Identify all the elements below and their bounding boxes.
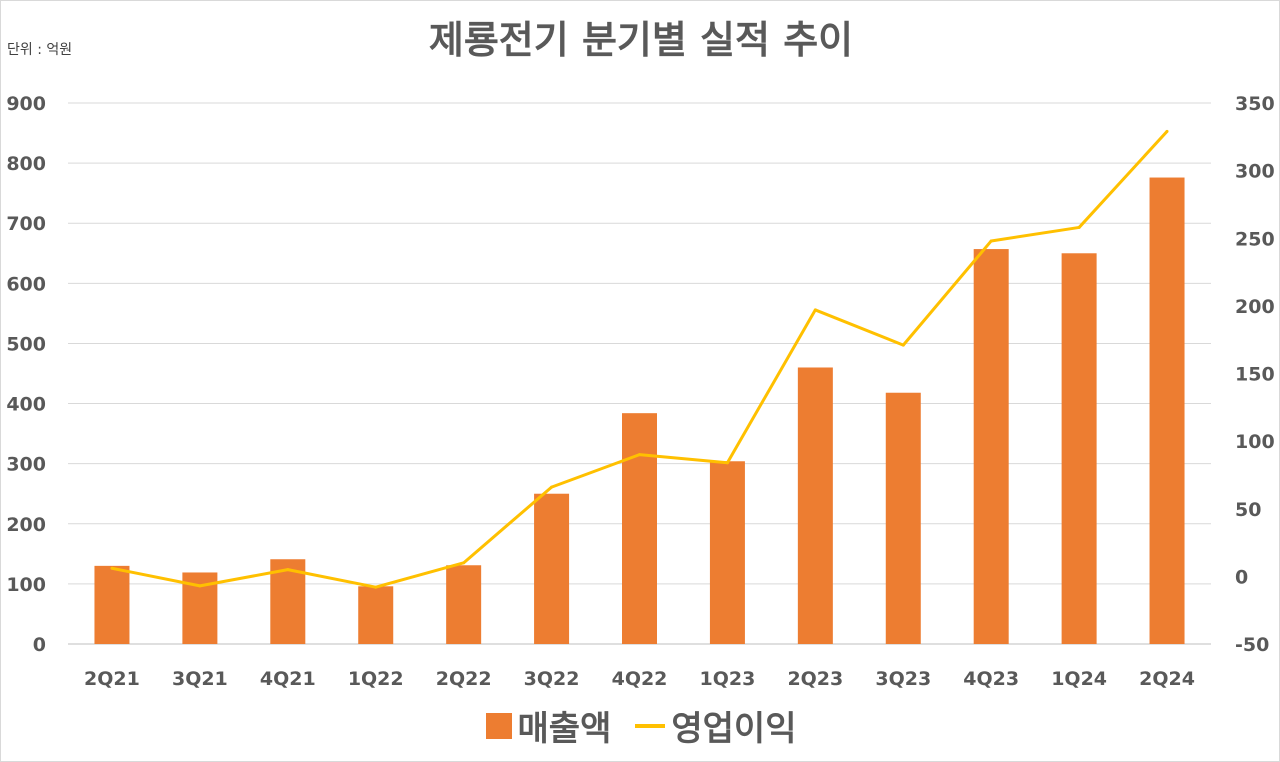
x-tick-label: 1Q22 (348, 668, 404, 690)
y-right-tick-label: 200 (1235, 296, 1275, 318)
y-left-tick-label: 0 (33, 634, 46, 656)
line-point (813, 308, 817, 312)
line-point (374, 585, 378, 589)
x-tick-label: 2Q21 (84, 668, 140, 690)
y-left-tick-label: 400 (6, 394, 46, 416)
y-right-tick-label: 250 (1235, 228, 1275, 250)
y-left-tick-label: 600 (6, 273, 46, 295)
x-tick-label: 1Q24 (1051, 668, 1107, 690)
y-left-tick-label: 500 (6, 333, 46, 355)
line-point (286, 568, 290, 572)
line-point (638, 453, 641, 457)
line-point (110, 566, 114, 570)
bar (446, 565, 482, 644)
line-point (989, 239, 993, 243)
y-right-tick-label: 150 (1235, 364, 1275, 386)
y-right-tick-label: 50 (1235, 499, 1261, 521)
y-right-tick-label: 100 (1235, 431, 1275, 453)
x-tick-label: 1Q23 (700, 668, 756, 690)
legend-label-operating-profit: 영업이익 (671, 709, 797, 749)
y-right-tick-label: 0 (1235, 566, 1248, 588)
y-right-tick-label: 350 (1235, 93, 1275, 115)
x-axis: 2Q21 3Q21 4Q21 1Q22 2Q22 3Q22 4Q22 1Q23 2Q23 3Q23… (84, 668, 1195, 690)
bar (709, 461, 745, 644)
legend-item-operating-profit: 영업이익 (635, 701, 796, 750)
y-left-tick-label: 100 (6, 574, 46, 596)
x-tick-label: 2Q22 (436, 668, 492, 690)
line-point (725, 461, 729, 465)
line-point (198, 584, 202, 588)
line-series (110, 129, 1169, 589)
y-left-tick-label: 200 (6, 514, 46, 536)
x-tick-label: 4Q21 (260, 668, 316, 690)
x-tick-label: 4Q22 (612, 668, 668, 690)
line-point (1165, 129, 1169, 133)
bar (885, 392, 921, 644)
line-point (462, 561, 466, 565)
legend-label-revenue: 매출액 (517, 709, 612, 749)
y-left-tick-label: 300 (6, 454, 46, 476)
x-tick-label: 2Q24 (1139, 668, 1195, 690)
y-right-tick-label: 300 (1235, 161, 1275, 183)
unit-label: 단위 : 억원 (7, 42, 73, 58)
chart-plot: 0 100 200 300 400 500 600 700 800 900 -50 0 50 100 15… (6, 93, 1275, 690)
legend-bar-swatch (485, 712, 512, 739)
y-right-tick-label: -50 (1235, 634, 1269, 656)
x-tick-label: 3Q23 (875, 668, 931, 690)
x-tick-label: 2Q23 (787, 668, 843, 690)
chart-title: 제룡전기 분기별 실적 추이 (428, 18, 854, 62)
line-point (1077, 225, 1081, 229)
y-left-tick-label: 800 (6, 153, 46, 175)
bar (1061, 253, 1097, 644)
bar (1149, 177, 1185, 644)
legend-item-revenue: 매출액 (485, 701, 612, 750)
x-tick-label: 4Q23 (963, 668, 1019, 690)
bar (94, 565, 130, 644)
y-axis-right: -50 0 50 100 150 200 250 300 350 (1235, 93, 1275, 656)
legend: 매출액 영업이익 (1, 701, 1280, 750)
y-axis-left: 0 100 200 300 400 500 600 700 800 900 (6, 93, 46, 656)
line-point (550, 485, 554, 489)
bar (622, 413, 657, 644)
bar (797, 367, 833, 644)
bar (973, 249, 1009, 644)
bar (534, 493, 570, 644)
legend-line-swatch (635, 723, 666, 728)
line-point (901, 343, 905, 347)
y-left-tick-label: 900 (6, 93, 46, 115)
x-tick-label: 3Q21 (172, 668, 228, 690)
bar (358, 586, 394, 644)
x-tick-label: 3Q22 (524, 668, 580, 690)
y-left-tick-label: 700 (6, 213, 46, 235)
